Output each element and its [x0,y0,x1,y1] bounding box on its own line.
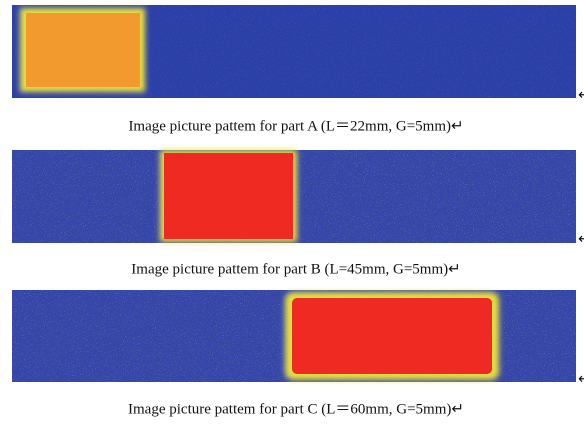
hot-zone [292,298,492,374]
caption: Image picture pattem for part A (L＝22mm,… [128,118,463,134]
anchor-mark: ↵ [578,87,584,103]
panel-c: ↵ [12,290,584,387]
caption: Image picture pattem for part B (L=45mm,… [131,261,460,277]
figure: ↵ Image picture pattem for part A (L＝22m… [0,0,584,425]
anchor-mark: ↵ [578,231,584,247]
anchor-mark: ↵ [578,371,584,387]
caption: Image picture pattem for part C (L＝60mm,… [128,401,464,417]
panel-a: ↵ [12,5,584,103]
hot-zone [164,153,293,239]
hot-zone [26,13,140,87]
panel-b: ↵ [12,150,584,247]
